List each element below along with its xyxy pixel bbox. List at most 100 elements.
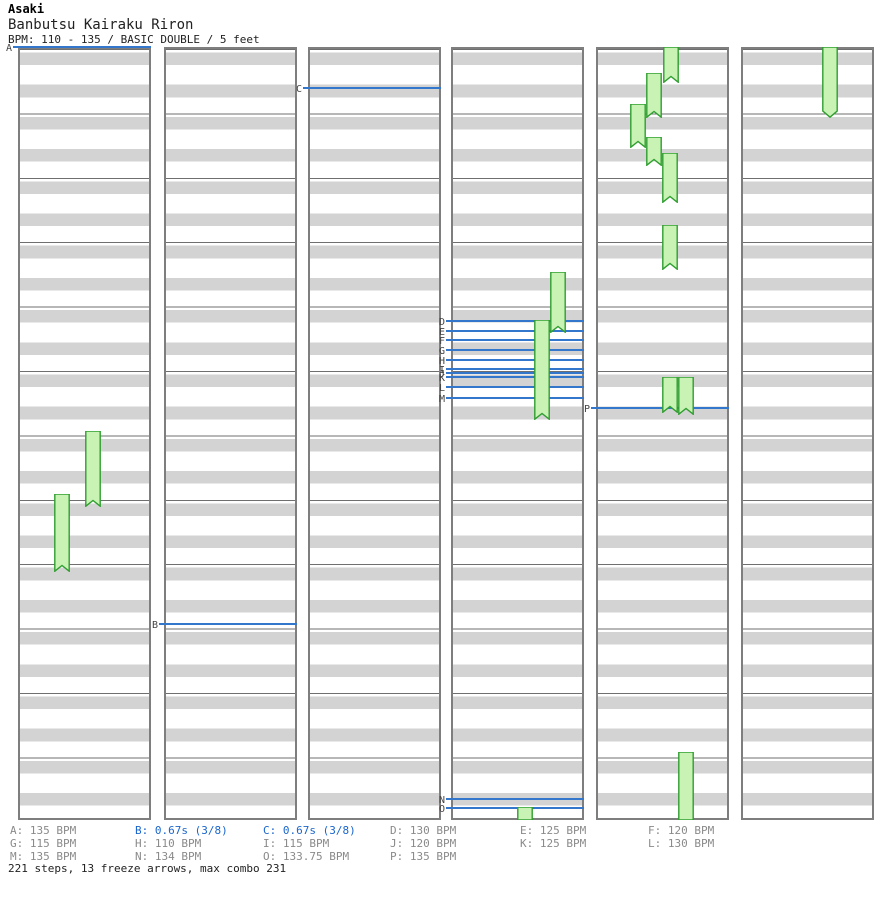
arrow-left-icon: [232, 287, 249, 304]
arrow-right-icon: [710, 215, 727, 232]
arrow-right-icon: [214, 112, 231, 129]
arrow-right-icon: [502, 759, 519, 776]
arrow-left-icon: [662, 697, 679, 714]
freeze-head-arrow-l-icon: [662, 377, 679, 394]
arrow-right-icon: [277, 663, 294, 680]
arrow-down-icon: [326, 206, 343, 223]
arrow-right-icon: [502, 632, 519, 649]
arrow-left-icon: [230, 415, 247, 432]
arrow-up-icon: [54, 672, 71, 689]
arrow-left-icon: [518, 207, 535, 224]
arrow-right-icon: [710, 504, 727, 521]
arrow-right-icon: [213, 776, 230, 793]
arrow-down-icon: [181, 168, 198, 185]
arrow-down-icon: [326, 237, 343, 254]
bpm-marker-line-C: [303, 87, 441, 89]
legend-entry-H: H: 110 BPM: [135, 837, 202, 850]
arrow-down-icon: [246, 270, 263, 287]
arrow-down-icon: [469, 112, 486, 129]
arrow-left-icon: [229, 791, 246, 808]
arrow-left-icon: [230, 178, 247, 195]
arrow-down-icon: [246, 320, 263, 337]
arrow-right-icon: [502, 584, 519, 601]
freeze-arrow-body: [822, 47, 838, 118]
legend-entry-C: C: 0.67s (3/8): [263, 824, 356, 837]
arrow-down-icon: [325, 599, 342, 616]
arrow-right-icon: [357, 535, 374, 552]
arrow-up-icon: [263, 255, 280, 272]
arrow-up-icon: [487, 128, 504, 145]
freeze-head-arrow-d-icon: [534, 320, 551, 337]
arrow-right-icon: [68, 768, 85, 785]
legend-entry-G: G: 115 BPM: [10, 837, 77, 850]
bpm-marker-line-P: [591, 407, 729, 409]
freeze-head-arrow-d-icon: [678, 752, 695, 769]
freeze-arrow-body: [678, 752, 694, 820]
arrow-up-icon: [550, 567, 567, 584]
arrow-right-icon: [68, 721, 85, 738]
arrow-down-icon: [326, 71, 343, 88]
arrow-down-icon: [247, 209, 264, 226]
arrow-right-icon: [358, 126, 375, 143]
arrow-left-icon: [453, 679, 470, 696]
arrow-down-icon: [38, 687, 55, 704]
arrow-right-icon: [710, 423, 727, 440]
bpm-marker-label-P: P: [584, 404, 591, 415]
arrow-left-icon: [374, 254, 391, 271]
arrow-right-icon: [358, 160, 375, 177]
arrow-left-icon: [375, 336, 392, 353]
arrow-right-icon: [68, 798, 85, 815]
arrow-down-icon: [246, 624, 263, 641]
legend-entry-I: I: 115 BPM: [263, 837, 330, 850]
arrow-down-icon: [38, 639, 55, 656]
bpm-marker-label-F: F: [439, 336, 446, 347]
bpm-marker-label-J: J: [439, 369, 446, 380]
arrow-left-icon: [229, 503, 246, 520]
arrow-down-icon: [246, 558, 263, 575]
arrow-right-icon: [646, 360, 663, 377]
arrow-up-icon: [550, 408, 567, 425]
step-stats: 221 steps, 13 freeze arrows, max combo 2…: [8, 862, 287, 875]
arrow-left-icon: [86, 559, 103, 576]
legend-entry-L: L: 130 BPM: [648, 837, 715, 850]
arrow-up-icon: [487, 160, 504, 177]
arrow-down-icon: [613, 695, 630, 712]
bpm-marker-label-A: A: [6, 43, 13, 54]
arrow-up-icon: [694, 615, 711, 632]
legend-entry-J: J: 120 BPM: [390, 837, 457, 850]
arrow-up-icon: [405, 480, 422, 497]
arrow-up-icon: [262, 305, 279, 322]
artist-name: Asaki: [8, 2, 45, 16]
arrow-up-icon: [694, 408, 711, 425]
freeze-head-arrow-l-icon: [662, 225, 679, 242]
arrow-right-icon: [358, 336, 375, 353]
arrow-down-icon: [326, 112, 343, 129]
arrow-up-icon: [342, 656, 359, 673]
bpm-marker-line-J: [446, 372, 584, 374]
arrow-down-icon: [678, 310, 695, 327]
arrow-left-icon: [374, 640, 391, 657]
arrow-right-icon: [213, 807, 230, 824]
legend-entry-K: K: 125 BPM: [520, 837, 587, 850]
bpm-marker-label-K: K: [439, 373, 446, 384]
arrow-left-icon: [453, 743, 470, 760]
freeze-arrow-body: [646, 137, 662, 166]
arrow-left-icon: [309, 719, 326, 736]
arrow-up-icon: [262, 368, 279, 385]
arrow-up-icon: [694, 200, 711, 217]
arrow-left-icon: [21, 784, 38, 801]
arrow-left-icon: [662, 487, 679, 504]
bpm-marker-label-G: G: [439, 346, 446, 357]
freeze-head-arrow-u-icon: [550, 272, 567, 289]
arrow-left-icon: [662, 649, 679, 666]
chart-column-6: [741, 47, 874, 820]
arrow-up-icon: [486, 800, 503, 817]
arrow-left-icon: [309, 175, 326, 192]
legend-entry-O: O: 133.75 BPM: [263, 850, 350, 863]
arrow-up-icon: [407, 320, 424, 337]
arrow-right-icon: [502, 696, 519, 713]
arrow-right-icon: [421, 424, 438, 441]
arrow-left-icon: [230, 383, 247, 400]
arrow-up-icon: [486, 672, 503, 689]
